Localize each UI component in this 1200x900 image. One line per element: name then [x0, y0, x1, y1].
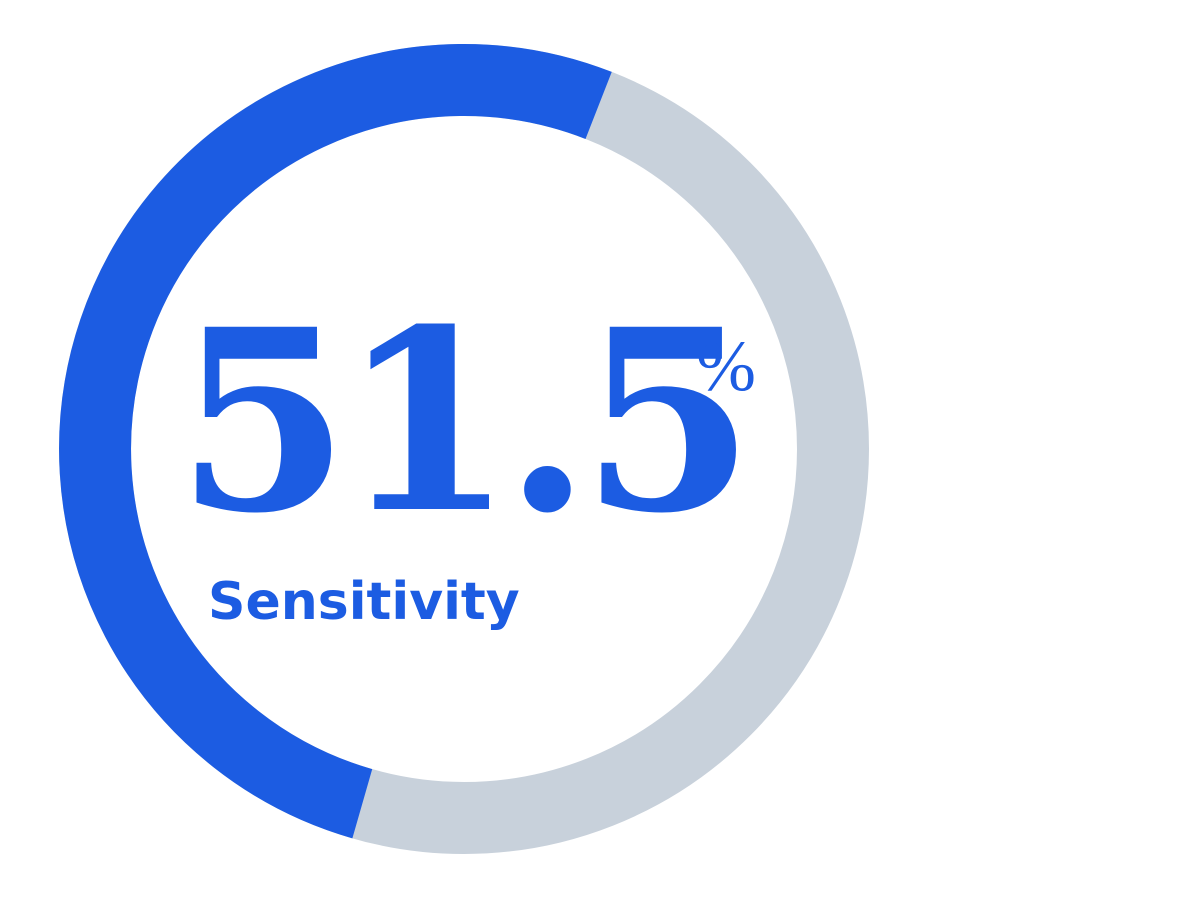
- gauge-label: Sensitivity: [208, 572, 520, 632]
- gauge-arc-sensitivity: [59, 44, 612, 839]
- gauge-readout: 51.5 % Sensitivity: [176, 296, 776, 636]
- gauge-unit: %: [696, 326, 756, 406]
- gauge-value: 51.5: [176, 274, 755, 568]
